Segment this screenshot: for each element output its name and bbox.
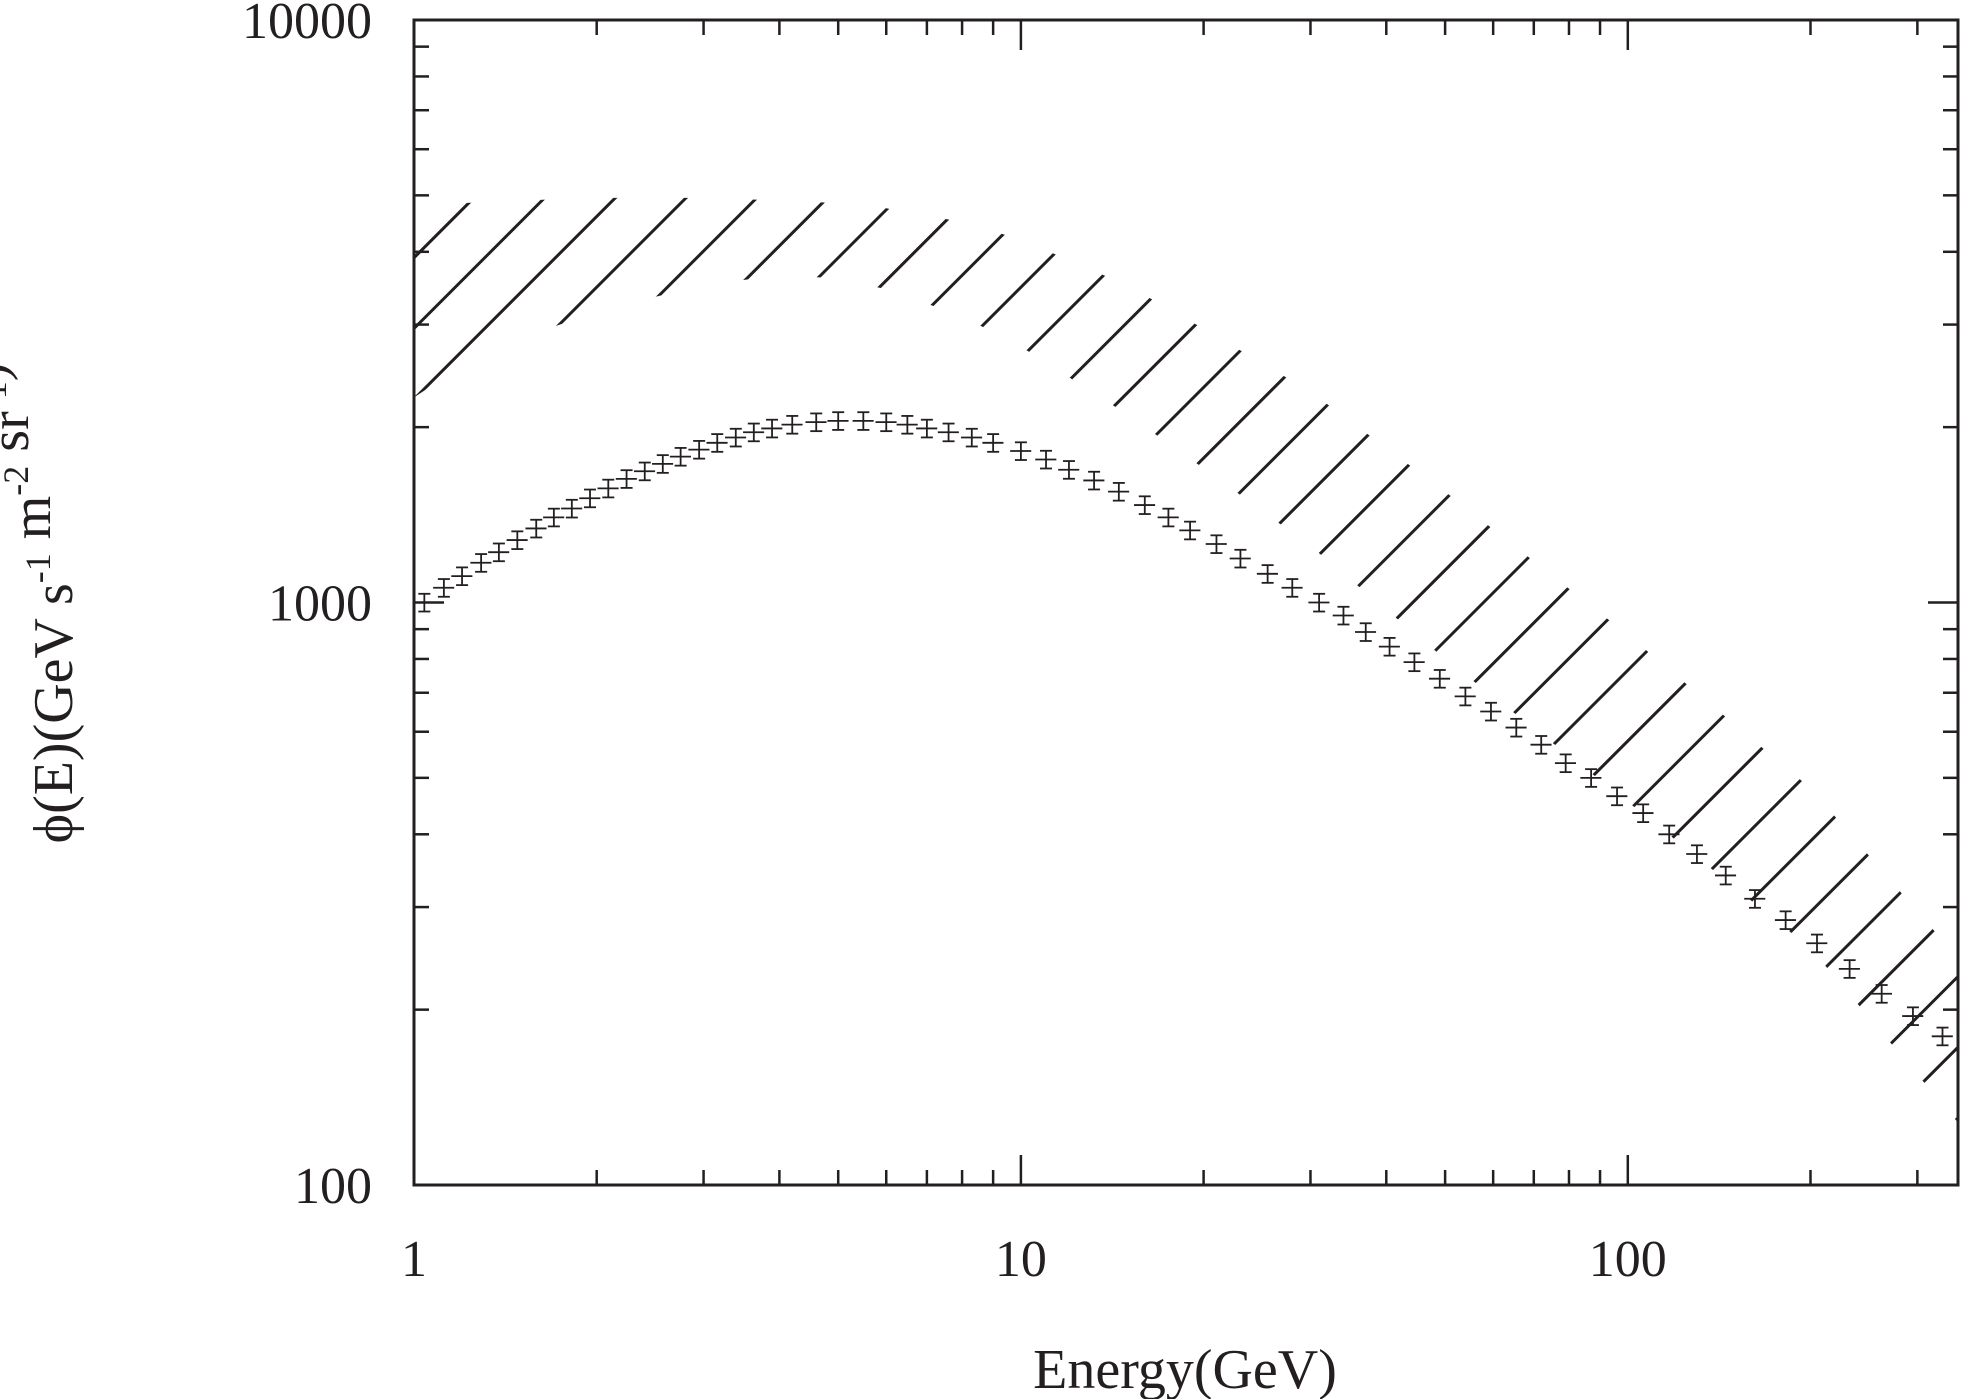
x-tick-label: 100 — [1589, 1231, 1667, 1288]
data-point — [1108, 482, 1130, 502]
hatched-band-area — [414, 197, 1958, 1123]
data-point — [1035, 449, 1057, 470]
data-point — [1179, 520, 1201, 541]
y-axis-title-superscript: -2 — [0, 466, 36, 496]
data-point — [1632, 803, 1654, 823]
data-point — [1205, 534, 1227, 554]
data-point — [725, 427, 747, 448]
data-point — [706, 433, 728, 453]
data-point — [1229, 548, 1251, 569]
data-point — [1744, 889, 1766, 909]
data-point — [805, 412, 827, 433]
tick-labels: 1 10 100 100 1000 10000 — [242, 0, 1667, 1288]
y-axis-title-superscript: -1 — [18, 553, 58, 583]
data-point — [543, 507, 565, 528]
data-point — [561, 498, 583, 519]
data-point — [633, 461, 656, 482]
data-point — [688, 440, 710, 460]
data-point — [896, 415, 918, 435]
data-point — [1714, 865, 1737, 886]
y-axis-title-superscript: -1 — [0, 381, 14, 411]
data-point — [743, 422, 765, 443]
data-point — [1354, 622, 1377, 642]
data-point — [1480, 701, 1502, 722]
data-point — [761, 418, 783, 439]
axis-ticks — [412, 18, 1958, 1187]
data-point — [652, 454, 674, 474]
data-point — [1774, 910, 1796, 930]
y-axis-title-part: m — [1, 496, 63, 554]
data-point — [597, 478, 619, 499]
data-point — [433, 578, 455, 598]
data-point — [961, 427, 983, 448]
plot-area-background — [414, 20, 1958, 1185]
data-point — [1157, 507, 1179, 528]
y-axis-title-part: ϕ(E)(GeV s — [23, 583, 85, 843]
data-point — [1058, 460, 1080, 480]
data-point — [1806, 933, 1828, 954]
data-point — [1010, 441, 1032, 461]
y-axis-title: ϕ(E)(GeV s-1 m-2 sr-1) — [0, 363, 85, 844]
data-point — [451, 566, 473, 587]
y-axis-title-part: sr — [0, 411, 41, 466]
data-point — [1083, 470, 1105, 491]
data-point — [1505, 717, 1527, 738]
data-point — [1686, 844, 1708, 864]
data-point — [615, 469, 637, 489]
data-point — [852, 411, 874, 431]
data-point — [1429, 669, 1451, 689]
data-point — [1378, 637, 1400, 657]
data-point — [488, 542, 510, 563]
data-point — [827, 411, 849, 431]
data-point — [1838, 959, 1860, 979]
data-point — [937, 422, 959, 443]
x-axis-title: Energy(GeV) — [1033, 1339, 1337, 1399]
data-point — [1403, 652, 1425, 673]
x-tick-label: 10 — [995, 1231, 1047, 1288]
y-tick-label: 100 — [294, 1158, 372, 1215]
y-tick-label: 1000 — [268, 576, 372, 633]
data-point — [1658, 824, 1680, 845]
data-point — [916, 418, 938, 439]
data-point — [1332, 605, 1354, 626]
data-point — [1606, 786, 1628, 807]
data-point — [1530, 735, 1552, 755]
data-point — [506, 530, 528, 550]
y-axis-title-part: ) — [0, 363, 19, 382]
x-tick-label: 1 — [401, 1231, 427, 1288]
data-point — [875, 412, 897, 433]
data-point — [1870, 984, 1893, 1004]
data-point — [1134, 495, 1156, 515]
data-point — [1554, 753, 1577, 774]
data-point — [1281, 578, 1303, 598]
data-point — [1256, 564, 1278, 584]
data-point — [1931, 1026, 1953, 1047]
data-point — [1308, 592, 1330, 613]
data-point — [1580, 768, 1602, 788]
data-point — [470, 553, 492, 573]
plot-frame — [412, 18, 1960, 1187]
data-point — [579, 488, 601, 509]
y-tick-label: 10000 — [242, 0, 372, 50]
hatched-band — [414, 197, 1958, 1123]
data-point — [669, 447, 691, 467]
data-points-group — [414, 411, 1953, 1047]
data-point — [1902, 1006, 1924, 1026]
data-point — [781, 415, 803, 435]
data-point — [982, 433, 1004, 453]
data-point — [525, 518, 547, 539]
data-point — [1454, 686, 1476, 707]
